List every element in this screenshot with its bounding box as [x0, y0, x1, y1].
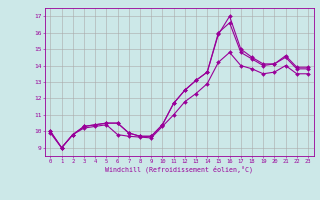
X-axis label: Windchill (Refroidissement éolien,°C): Windchill (Refroidissement éolien,°C) [105, 166, 253, 173]
